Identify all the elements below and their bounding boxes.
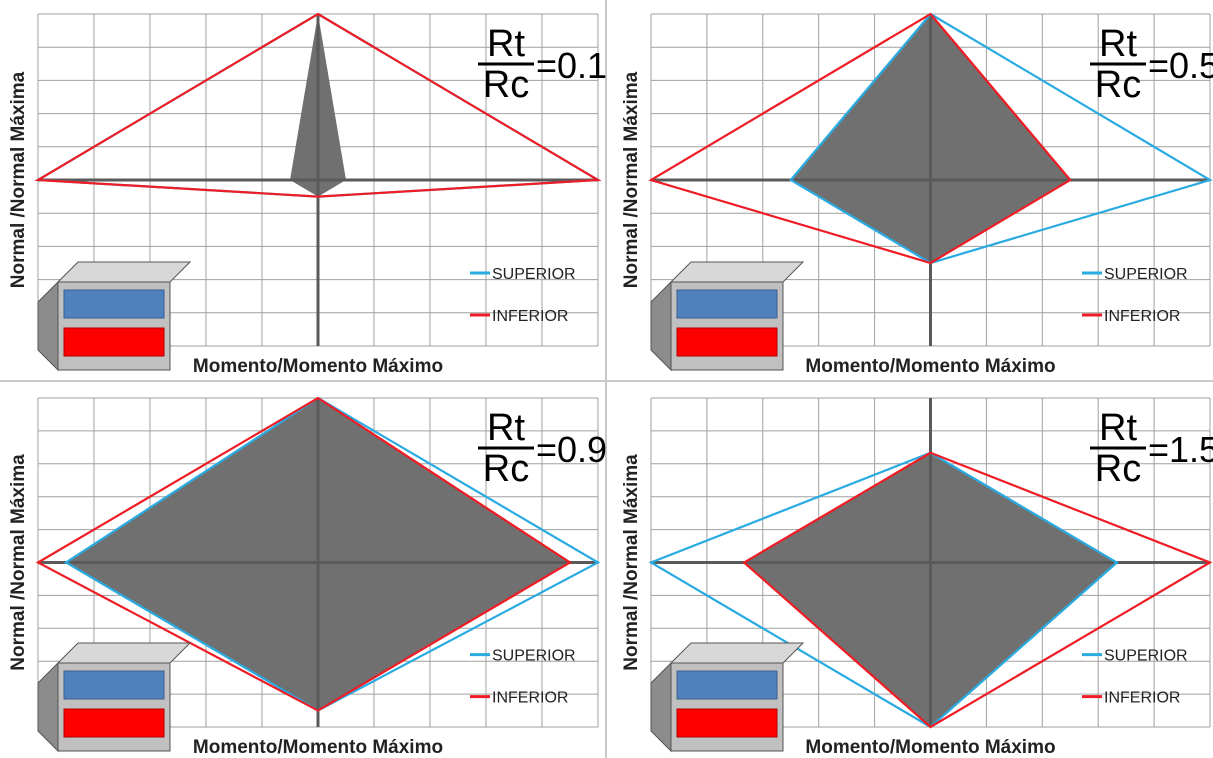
panel-divider-horizontal xyxy=(0,380,1213,382)
box-side-face xyxy=(650,661,672,753)
section-box-icon xyxy=(37,261,192,372)
x-axis-title: Momento/Momento Máximo xyxy=(805,737,1055,758)
box-side-face xyxy=(650,280,672,372)
x-axis-title: Momento/Momento Máximo xyxy=(805,356,1055,377)
y-axis-title: Normal /Normal Máxima xyxy=(621,71,642,288)
series-line-inferior xyxy=(648,12,1072,265)
box-top-face xyxy=(669,261,805,283)
ratio-value: =0.5 xyxy=(1148,45,1213,86)
section-box-icon xyxy=(37,642,192,753)
legend-label-inferior: INFERIOR xyxy=(1104,690,1180,707)
legend: SUPERIOR INFERIOR xyxy=(470,266,576,325)
box-top-layer xyxy=(63,670,165,700)
ratio-numerator: Rt xyxy=(487,23,525,65)
x-axis-title: Momento/Momento Máximo xyxy=(193,737,443,758)
y-axis-title: Normal /Normal Máxima xyxy=(621,454,642,671)
series-line-inferior xyxy=(35,396,573,712)
box-top-layer xyxy=(676,289,778,319)
box-bottom-layer xyxy=(676,327,778,357)
box-side-face xyxy=(37,280,59,372)
ratio-value: =0.1 xyxy=(536,45,607,86)
legend-label-inferior: INFERIOR xyxy=(492,690,568,707)
legend-label-superior: SUPERIOR xyxy=(1104,648,1188,665)
x-axis-title: Momento/Momento Máximo xyxy=(193,356,443,377)
box-bottom-layer xyxy=(63,708,165,738)
ratio-numerator: Rt xyxy=(1099,407,1137,449)
box-bottom-layer xyxy=(63,327,165,357)
series-line-inferior xyxy=(34,12,602,198)
ratio-denominator: Rc xyxy=(1095,64,1141,106)
box-side-face xyxy=(37,661,59,753)
panel-divider-vertical xyxy=(605,0,607,758)
legend-label-superior: SUPERIOR xyxy=(492,648,576,665)
legend: SUPERIOR INFERIOR xyxy=(1082,266,1188,325)
y-axis-title: Normal /Normal Máxima xyxy=(8,71,29,288)
box-bottom-layer xyxy=(676,708,778,738)
ratio-value: =0.9 xyxy=(536,429,607,470)
ratio-value: =1.5 xyxy=(1148,429,1213,470)
section-box-icon xyxy=(650,261,805,372)
ratio-numerator: Rt xyxy=(1099,23,1137,65)
box-top-face xyxy=(669,642,805,664)
legend-label-superior: SUPERIOR xyxy=(1104,266,1188,283)
box-top-layer xyxy=(63,289,165,319)
box-top-face xyxy=(56,261,192,283)
ratio-numerator: Rt xyxy=(487,407,525,449)
legend-label-inferior: INFERIOR xyxy=(492,308,568,325)
legend: SUPERIOR INFERIOR xyxy=(1082,648,1188,707)
box-top-face xyxy=(56,642,192,664)
series-line-inferior xyxy=(742,451,1213,729)
legend-label-inferior: INFERIOR xyxy=(1104,308,1180,325)
ratio-denominator: Rc xyxy=(1095,448,1141,490)
box-top-layer xyxy=(676,670,778,700)
legend: SUPERIOR INFERIOR xyxy=(470,648,576,707)
section-box-icon xyxy=(650,642,805,753)
ratio-denominator: Rc xyxy=(483,448,529,490)
ratio-denominator: Rc xyxy=(483,64,529,106)
legend-label-superior: SUPERIOR xyxy=(492,266,576,283)
y-axis-title: Normal /Normal Máxima xyxy=(8,454,29,671)
